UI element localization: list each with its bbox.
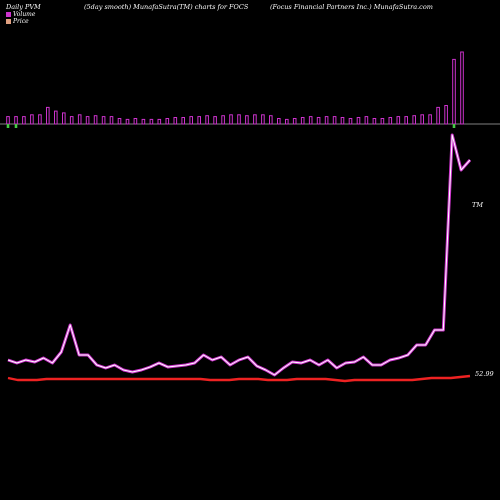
volume-bar [101,116,106,125]
volume-bar [165,118,170,125]
volume-bar [77,114,82,125]
volume-down-mark [6,124,10,128]
volume-bar [364,116,369,125]
volume-bar [372,118,377,125]
volume-bar [444,105,448,125]
volume-bar [316,117,321,125]
volume-bar [428,114,432,125]
volume-bar [277,118,281,125]
volume-bar [205,115,209,125]
volume-bar [157,118,162,125]
price-end-label: 52.99 [475,370,494,378]
volume-bar [173,117,178,125]
volume-bar [269,115,273,125]
volume-bar [404,116,408,125]
legend-volume-swatch [6,12,11,17]
volume-bar [237,114,241,125]
volume-bar [452,58,456,125]
legend-price-text: Price [13,18,29,25]
volume-bar [85,116,90,125]
volume-bar [117,118,122,125]
volume-bar [420,114,424,125]
lines [7,133,472,383]
pvm-line [7,133,472,377]
volume-bar [324,116,329,125]
volume-bar [189,116,193,125]
volume-bar [300,117,305,125]
pvm-line-core [7,134,471,376]
volume-bar [356,117,361,125]
volume-bar [14,116,18,125]
volume-bars [6,51,464,128]
volume-bar [46,106,50,125]
volume-bar [229,114,233,125]
legend-volume: Volume [6,11,35,18]
pvm-end-label: TM [472,201,483,209]
price-line [7,374,471,383]
volume-bar [412,115,416,125]
volume-down-mark [14,124,18,128]
volume-bar [6,116,10,125]
volume-bar [308,116,313,125]
volume-bar [149,118,154,125]
volume-bar [109,116,114,125]
volume-bar [292,118,297,125]
volume-bar [30,114,34,125]
legend-price: Price [6,18,29,25]
volume-bar [261,114,265,125]
volume-bar [181,117,185,125]
legend-price-swatch [6,19,11,24]
chart-title: (5day smooth) MunafaSutra(TM) charts for… [84,3,249,11]
volume-bar [436,106,440,125]
volume-bar [69,116,74,125]
volume-bar [388,117,393,125]
chart-type-label: Daily PVM [6,3,41,11]
volume-bar [285,118,289,125]
volume-bar [62,112,66,125]
volume-bar [22,116,26,125]
volume-bar [380,118,385,125]
volume-bar [332,116,337,125]
volume-bar [133,118,138,125]
volume-bar [221,115,225,125]
volume-bar [460,51,464,125]
volume-bar [396,116,401,125]
volume-bar [340,117,345,125]
volume-bar [213,116,217,125]
volume-bar [54,110,58,125]
volume-bar [141,118,146,125]
volume-bar [197,116,201,125]
volume-down-mark [452,124,456,128]
legend-volume-text: Volume [13,11,36,18]
company-label: (Focus Financial Partners Inc.) MunafaSu… [270,3,433,11]
volume-bar [125,118,130,125]
volume-bar [253,114,257,125]
volume-bar [93,115,98,125]
volume-bar [38,114,42,125]
volume-bar [348,118,353,125]
volume-bar [245,115,249,125]
